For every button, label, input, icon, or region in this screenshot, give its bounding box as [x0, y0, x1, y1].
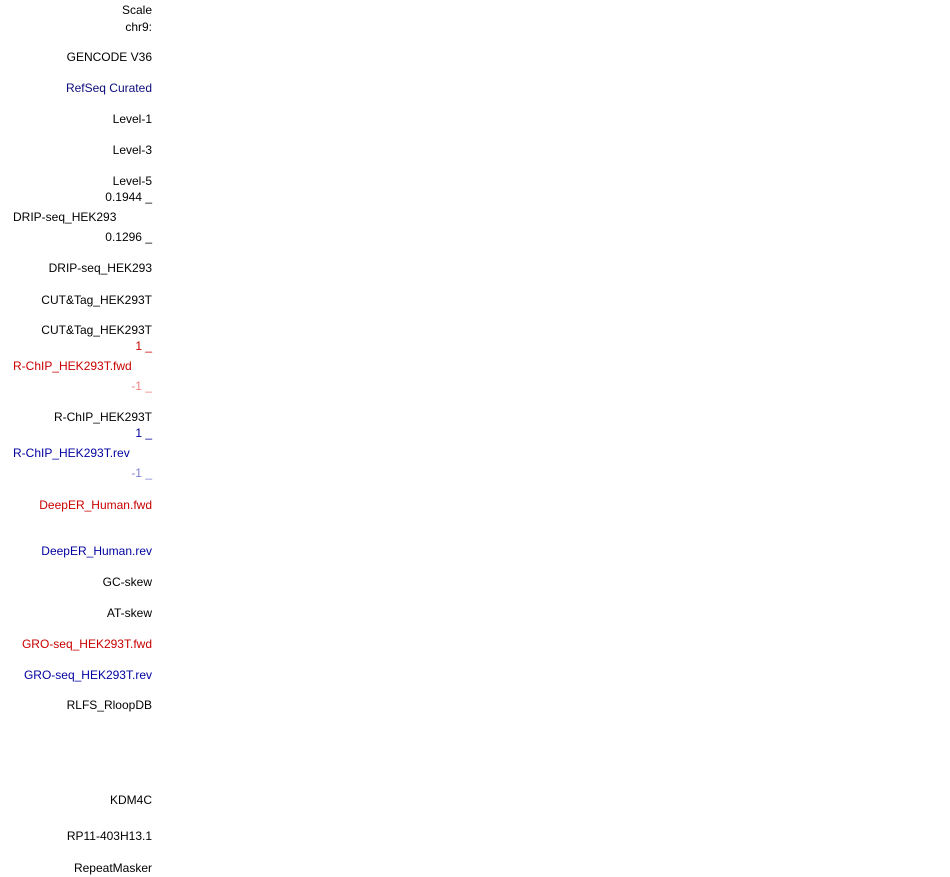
- track-label[interactable]: GENCODE V36: [66, 50, 152, 64]
- track-label[interactable]: CUT&Tag_HEK293T: [41, 323, 152, 337]
- track-label[interactable]: GRO-seq_HEK293T.rev: [23, 668, 152, 682]
- track-label[interactable]: RP11-403H13.1: [66, 829, 152, 843]
- track-label[interactable]: DRIP-seq_HEK293: [13, 210, 117, 224]
- track-label[interactable]: RefSeq Curated: [65, 81, 152, 95]
- track-label[interactable]: -1 _: [131, 466, 152, 480]
- track-label[interactable]: 0.1944 _: [105, 190, 152, 204]
- track-label[interactable]: GRO-seq_HEK293T.fwd: [21, 637, 152, 651]
- track-label[interactable]: Level-5: [112, 174, 152, 188]
- track-label[interactable]: Level-3: [112, 143, 152, 157]
- track-label[interactable]: RLFS_RloopDB: [66, 698, 152, 712]
- track-label[interactable]: R-ChIP_HEK293T.rev: [13, 446, 130, 460]
- track-label[interactable]: 1 _: [135, 426, 152, 440]
- track-label[interactable]: R-ChIP_HEK293T.fwd: [13, 359, 132, 373]
- track-label[interactable]: DeepER_Human.fwd: [39, 498, 152, 512]
- track-label[interactable]: AT-skew: [106, 606, 152, 620]
- track-label[interactable]: Scale: [121, 3, 152, 17]
- track-label[interactable]: DeepER_Human.rev: [41, 544, 152, 558]
- track-label[interactable]: -1 _: [131, 379, 152, 393]
- track-label[interactable]: KDM4C: [109, 793, 152, 807]
- track-label[interactable]: R-ChIP_HEK293T: [53, 410, 152, 424]
- track-label[interactable]: CUT&Tag_HEK293T: [41, 293, 152, 307]
- track-label[interactable]: chr9:: [125, 20, 152, 34]
- track-label[interactable]: RepeatMasker: [73, 861, 152, 875]
- track-label[interactable]: 1 _: [135, 339, 152, 353]
- track-label[interactable]: GC-skew: [102, 575, 152, 589]
- track-label[interactable]: DRIP-seq_HEK293: [48, 261, 152, 275]
- track-label[interactable]: Level-1: [112, 112, 152, 126]
- track-label[interactable]: 0.1296 _: [105, 230, 152, 244]
